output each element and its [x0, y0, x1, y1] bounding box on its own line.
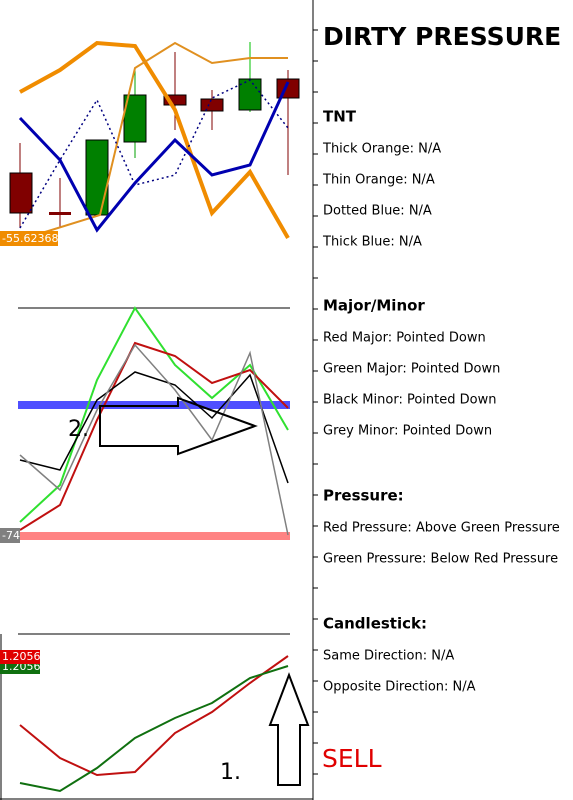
- axis-ticks: [313, 29, 318, 775]
- thin-orange-line: [44, 41, 288, 233]
- price-label-bg: [0, 650, 40, 664]
- section-item: Dotted Blue: N/A: [323, 204, 432, 219]
- price-label: 1.2056: [2, 650, 41, 663]
- section-item: Same Direction: N/A: [323, 649, 454, 664]
- signal: SELL: [322, 744, 382, 773]
- grey-minor: [19, 343, 289, 536]
- green-pressure: [19, 665, 289, 793]
- candle: [163, 94, 187, 106]
- red-major: [19, 341, 289, 531]
- section-heading: Candlestick:: [323, 615, 427, 633]
- level-label: -74: [2, 529, 20, 542]
- section-item: Opposite Direction: N/A: [323, 680, 476, 695]
- section-item: Red Major: Pointed Down: [323, 331, 486, 346]
- section-item: Thick Orange: N/A: [322, 142, 441, 157]
- black-minor: [19, 371, 289, 484]
- section-item: Red Pressure: Above Green Pressure: [323, 521, 560, 536]
- dotted-blue-line: [19, 79, 289, 229]
- section-item: Green Major: Pointed Down: [323, 362, 500, 377]
- candle: [85, 139, 109, 216]
- section-item: Thick Blue: N/A: [322, 235, 422, 250]
- section-item: Green Pressure: Below Red Pressure: [323, 552, 558, 567]
- price-label-bg: [0, 231, 58, 246]
- section-item: Thin Orange: N/A: [322, 173, 435, 188]
- page-title: DIRTY PRESSURE: [323, 22, 561, 51]
- thick-blue-line: [18, 81, 290, 233]
- section-item: Grey Minor: Pointed Down: [323, 424, 492, 439]
- candle: [9, 172, 33, 214]
- red-pressure: [19, 655, 289, 777]
- candle: [276, 78, 300, 99]
- thick-orange-line: [19, 40, 290, 239]
- level-label-bg: [0, 528, 20, 543]
- section-heading: Pressure:: [323, 487, 404, 505]
- candle: [238, 78, 262, 111]
- candle: [200, 98, 224, 112]
- price-label: -55.62368: [2, 232, 58, 245]
- section-heading: Major/Minor: [323, 297, 425, 315]
- candle: [49, 212, 71, 215]
- section-heading: TNT: [323, 108, 357, 126]
- legend-panel: TNT Thick Orange: N/A Thin Orange: N/A Dott…: [322, 108, 560, 695]
- arrow-label: 2.: [68, 417, 89, 442]
- arrow-up: [268, 672, 310, 786]
- arrow-right: [99, 396, 258, 456]
- green-major: [19, 306, 289, 523]
- candles: [9, 42, 300, 228]
- arrow-label: 1.: [220, 760, 241, 785]
- section-item: Black Minor: Pointed Down: [323, 393, 496, 408]
